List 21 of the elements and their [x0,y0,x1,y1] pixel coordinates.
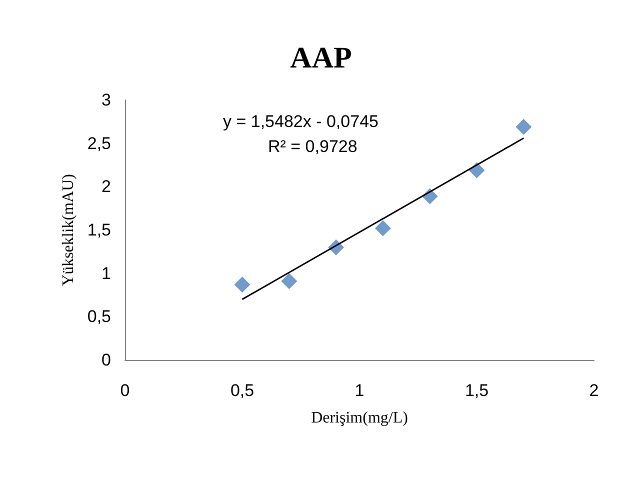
y-tick-label: 1 [102,264,111,283]
y-tick-label: 1,5 [87,220,111,240]
y-tick-label: 0 [102,350,111,370]
point [516,118,532,135]
x-tick-label: 1,5 [464,381,489,400]
point [374,220,391,236]
point [234,276,250,293]
annotation: R² = 0,9728 [268,137,358,156]
point [281,273,298,290]
y-tick-label: 0,5 [87,307,111,326]
x-axis-title: Derişim(mg/L) [311,410,408,426]
y-tick-label: 3 [102,90,111,110]
x-tick-label: 0,5 [230,381,254,400]
chart-title: AAP [290,42,352,74]
x-tick-label: 0 [120,381,130,400]
y-tick-label: 2,5 [87,134,111,153]
x-tick-label: 2 [589,381,599,400]
x-tick-label: 1 [354,381,364,400]
annotation: y = 1,5482x - 0,0745 [222,112,378,131]
y-tick-label: 2 [102,177,111,196]
y-axis-title: Yükseklik(mAU) [60,174,77,286]
